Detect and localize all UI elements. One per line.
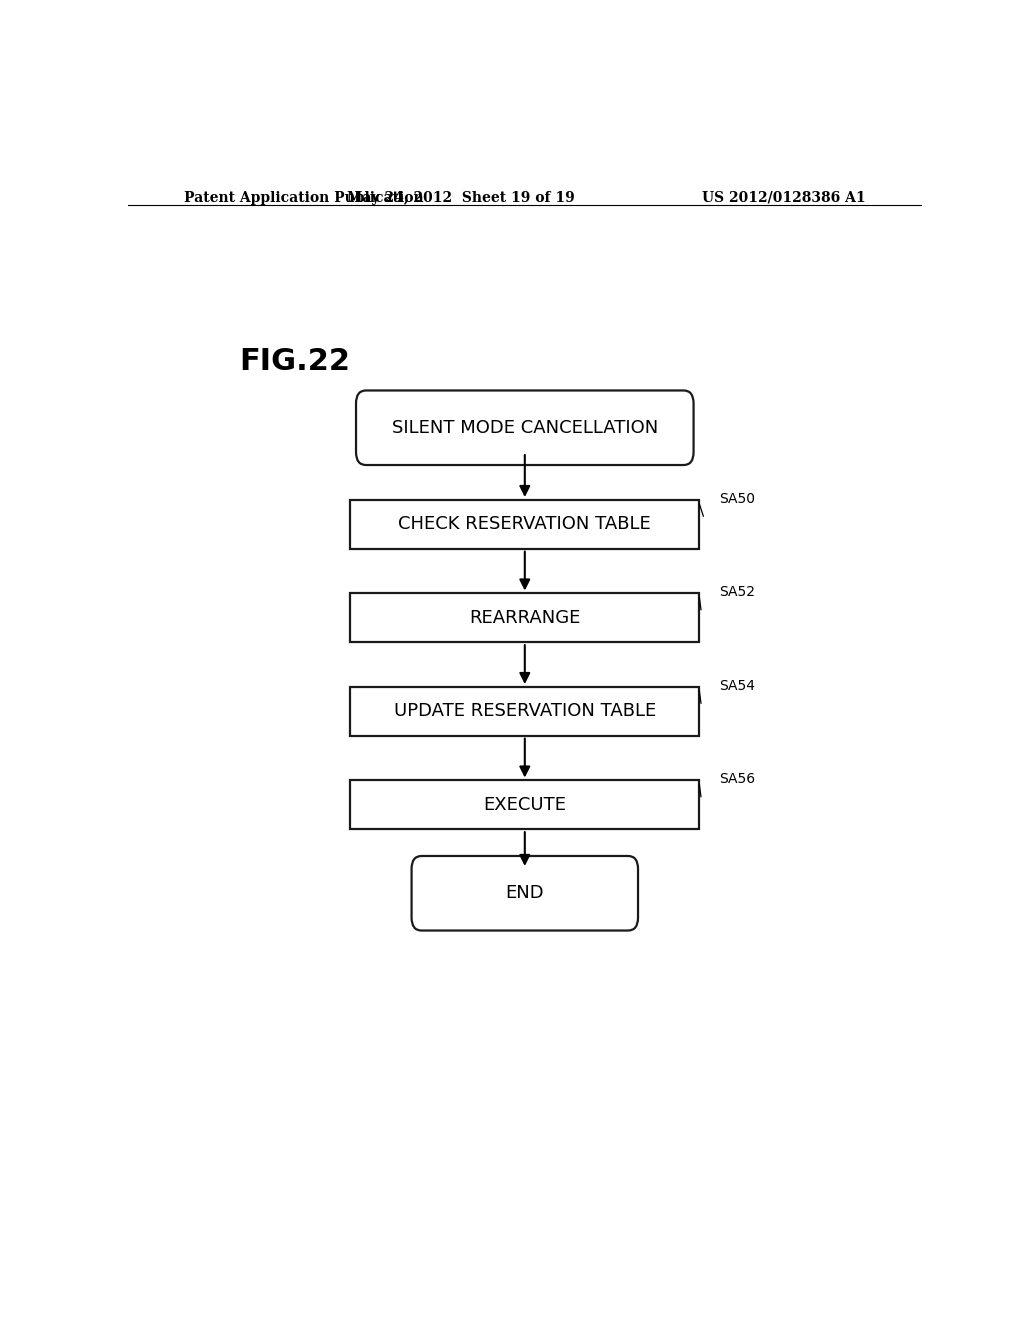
Bar (350, 686, 699, 735)
Text: SA50: SA50 (719, 492, 756, 506)
Text: REARRANGE: REARRANGE (469, 609, 581, 627)
Text: UPDATE RESERVATION TABLE: UPDATE RESERVATION TABLE (393, 702, 656, 721)
FancyBboxPatch shape (412, 855, 638, 931)
Text: SA52: SA52 (719, 585, 756, 599)
Text: US 2012/0128386 A1: US 2012/0128386 A1 (702, 191, 866, 205)
Bar (350, 594, 699, 643)
Text: EXECUTE: EXECUTE (483, 796, 566, 814)
Text: SA54: SA54 (719, 678, 756, 693)
Text: Patent Application Publication: Patent Application Publication (183, 191, 423, 205)
Text: May 24, 2012  Sheet 19 of 19: May 24, 2012 Sheet 19 of 19 (347, 191, 575, 205)
Text: END: END (506, 884, 544, 903)
Text: FIG.22: FIG.22 (240, 347, 350, 376)
FancyBboxPatch shape (356, 391, 693, 465)
Bar (350, 780, 699, 829)
Text: SILENT MODE CANCELLATION: SILENT MODE CANCELLATION (391, 418, 658, 437)
Text: SA56: SA56 (719, 772, 756, 787)
Text: CHECK RESERVATION TABLE: CHECK RESERVATION TABLE (398, 515, 651, 533)
Bar (350, 500, 699, 549)
